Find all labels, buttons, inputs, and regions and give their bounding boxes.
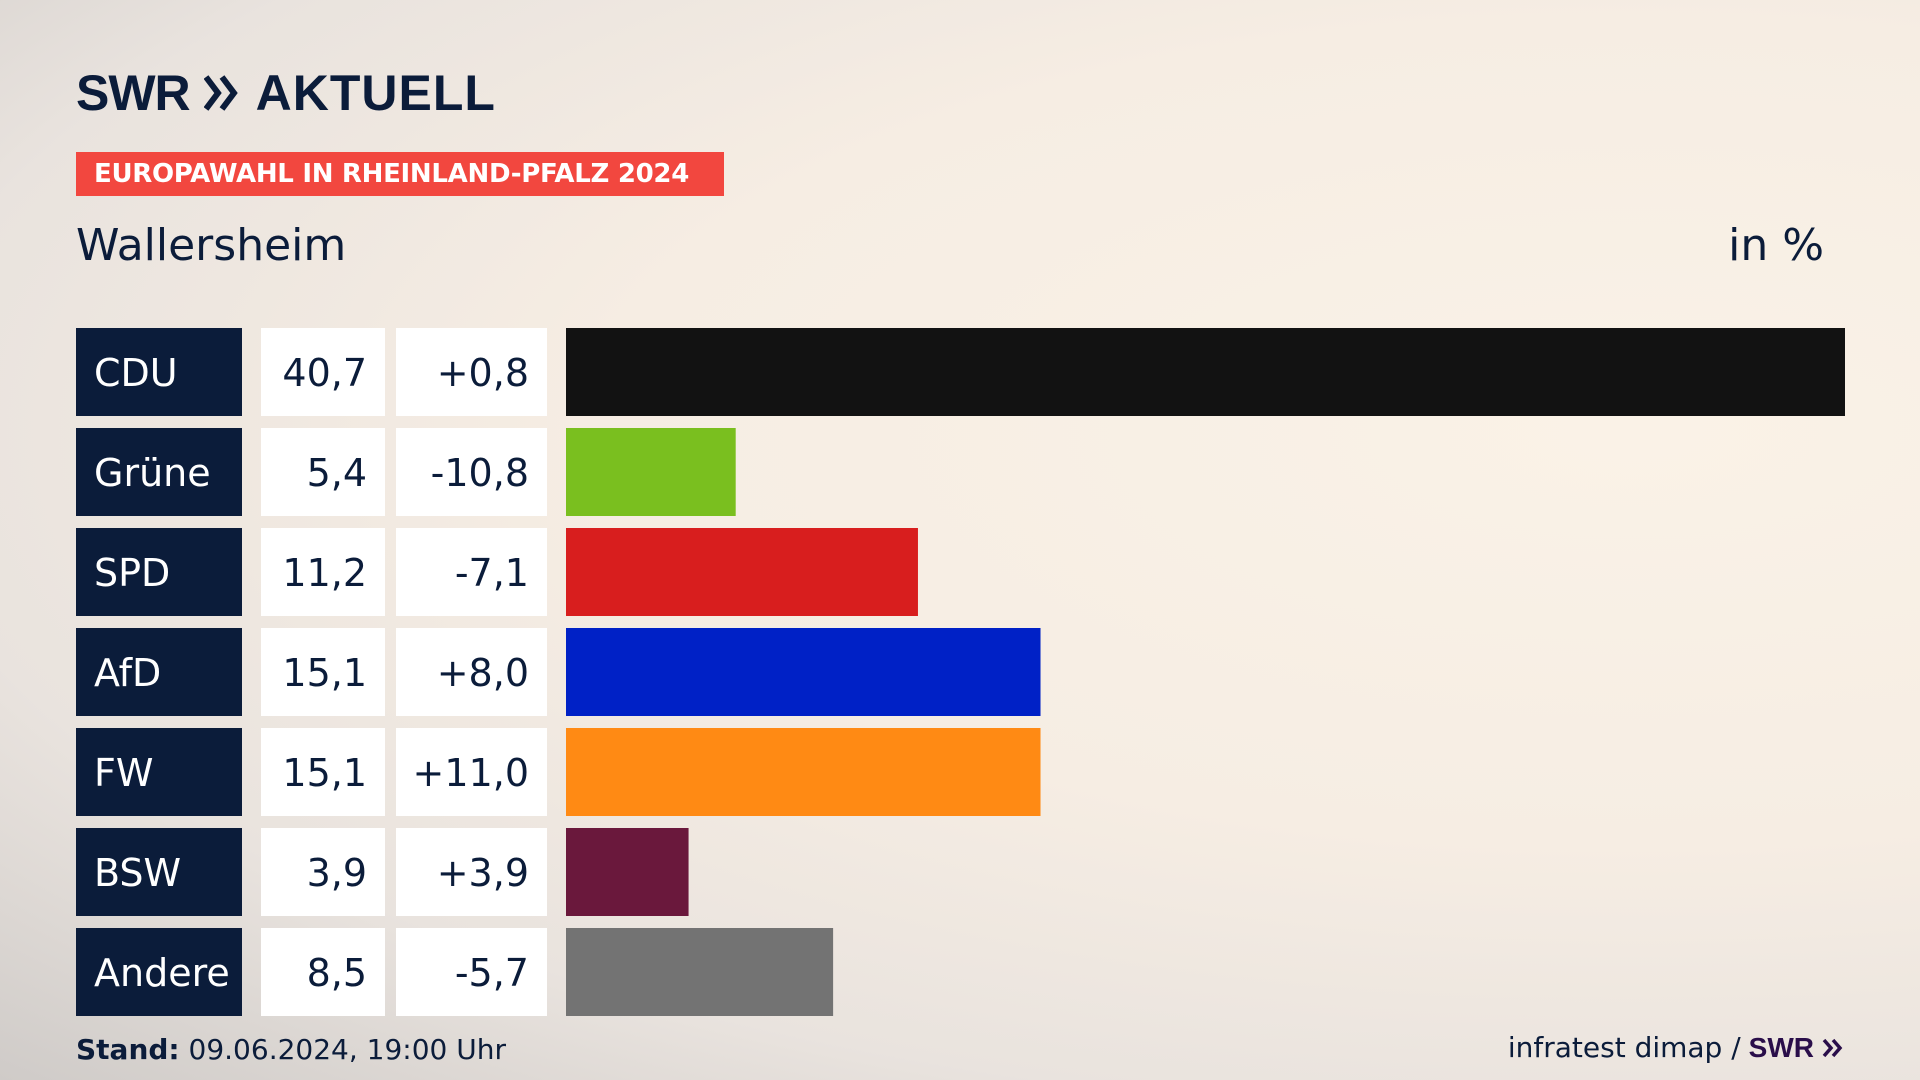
double-chevron-icon — [203, 75, 238, 111]
change-cell — [396, 328, 547, 416]
party-label-cell — [76, 628, 242, 716]
party-label: SPD — [94, 551, 170, 595]
value-cell — [261, 628, 385, 716]
party-label-cell — [76, 328, 242, 416]
bar — [566, 328, 1845, 416]
footer-stand: Stand: 09.06.2024, 19:00 Uhr — [76, 1033, 506, 1066]
place-title: Wallersheim — [76, 220, 347, 271]
bar — [566, 828, 689, 916]
election-tag: EUROPAWAHL IN RHEINLAND-PFALZ 2024 — [76, 152, 724, 196]
bar — [566, 428, 736, 516]
value-label: 15,1 — [282, 651, 367, 695]
change-cell — [396, 728, 547, 816]
party-label-cell — [76, 928, 242, 1016]
change-label: -7,1 — [455, 551, 529, 595]
value-cell — [261, 728, 385, 816]
stand-value: 09.06.2024, 19:00 Uhr — [188, 1033, 506, 1066]
change-label: +8,0 — [437, 651, 529, 695]
bar — [566, 628, 1041, 716]
value-cell — [261, 928, 385, 1016]
value-label: 8,5 — [307, 951, 367, 995]
value-cell — [261, 428, 385, 516]
stand-label: Stand: — [76, 1033, 180, 1066]
value-label: 15,1 — [282, 751, 367, 795]
value-label: 40,7 — [282, 351, 367, 395]
logo-swr-text: SWR — [76, 65, 191, 121]
change-label: +11,0 — [413, 751, 529, 795]
value-label: 11,2 — [282, 551, 367, 595]
double-chevron-small-icon — [1822, 1038, 1843, 1057]
party-label: AfD — [94, 651, 161, 695]
logo-aktuell-text: AKTUELL — [255, 65, 496, 121]
unit-label: in % — [1728, 220, 1824, 271]
change-label: +0,8 — [437, 351, 529, 395]
bar — [566, 928, 834, 1016]
bar — [566, 528, 918, 616]
change-cell — [396, 528, 547, 616]
change-cell — [396, 628, 547, 716]
source-brand: SWR — [1748, 1031, 1814, 1063]
party-label-cell — [76, 828, 242, 916]
change-label: -10,8 — [431, 451, 529, 495]
change-label: +3,9 — [437, 851, 529, 895]
source-text: infratest dimap / — [1507, 1031, 1741, 1064]
change-cell — [396, 928, 547, 1016]
footer-source: infratest dimap / SWR — [1508, 1031, 1844, 1064]
swr-aktuell-logo: SWR AKTUELL — [76, 64, 496, 122]
party-label: Grüne — [94, 451, 211, 495]
change-label: -5,7 — [455, 951, 529, 995]
party-label-cell — [76, 728, 242, 816]
value-cell — [261, 528, 385, 616]
party-label: Andere — [94, 951, 230, 995]
party-label: FW — [94, 751, 153, 795]
party-label-cell — [76, 528, 242, 616]
party-label: BSW — [94, 851, 181, 895]
bar — [566, 728, 1041, 816]
party-label: CDU — [94, 351, 178, 395]
value-label: 5,4 — [307, 451, 367, 495]
party-label-cell — [76, 428, 242, 516]
value-cell — [261, 328, 385, 416]
change-cell — [396, 828, 547, 916]
value-label: 3,9 — [307, 851, 367, 895]
value-cell — [261, 828, 385, 916]
change-cell — [396, 428, 547, 516]
